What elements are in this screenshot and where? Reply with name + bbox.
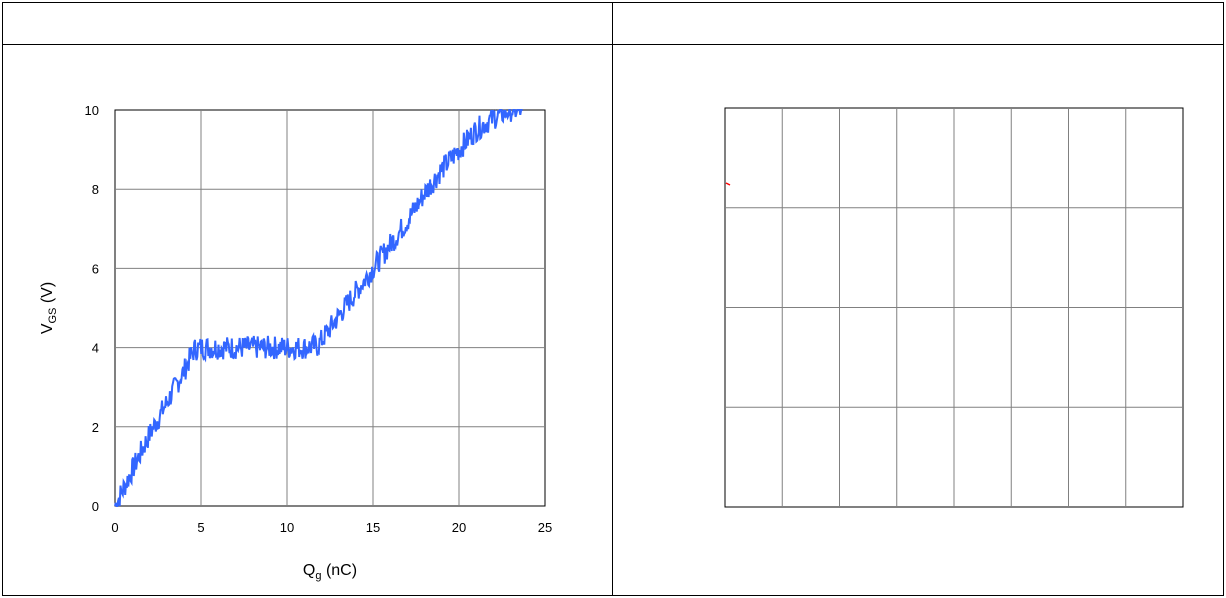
y-tick-label: 8 [92, 182, 99, 197]
x-tick-label: 25 [538, 520, 552, 535]
empty-chart [724, 107, 1184, 508]
column-divider [612, 3, 613, 595]
left-y-ticks: 0 2 4 6 8 10 [85, 103, 99, 514]
left-grid [115, 110, 545, 506]
x-tick-label: 5 [197, 520, 204, 535]
x-tick-label: 10 [280, 520, 294, 535]
vgs-series-line [114, 109, 523, 507]
x-tick-label: 0 [111, 520, 118, 535]
y-tick-label: 4 [92, 341, 99, 356]
y-tick-label: 6 [92, 261, 99, 276]
y-tick-label: 0 [92, 499, 99, 514]
gate-charge-chart: 0 5 10 15 20 25 0 2 4 6 8 10 Qg (nC) VGS (V) [39, 103, 552, 582]
left-plot-area [114, 109, 546, 507]
y-tick-label: 10 [85, 103, 99, 118]
x-tick-label: 15 [366, 520, 380, 535]
y-axis-label: VGS (V) [39, 282, 59, 334]
x-tick-label: 20 [452, 520, 466, 535]
x-axis-label: Qg (nC) [303, 562, 357, 582]
red-series-fragment [725, 182, 731, 186]
right-grid [725, 108, 1183, 507]
left-x-ticks: 0 5 10 15 20 25 [111, 520, 552, 535]
y-tick-label: 2 [92, 420, 99, 435]
header-divider [3, 44, 1223, 45]
